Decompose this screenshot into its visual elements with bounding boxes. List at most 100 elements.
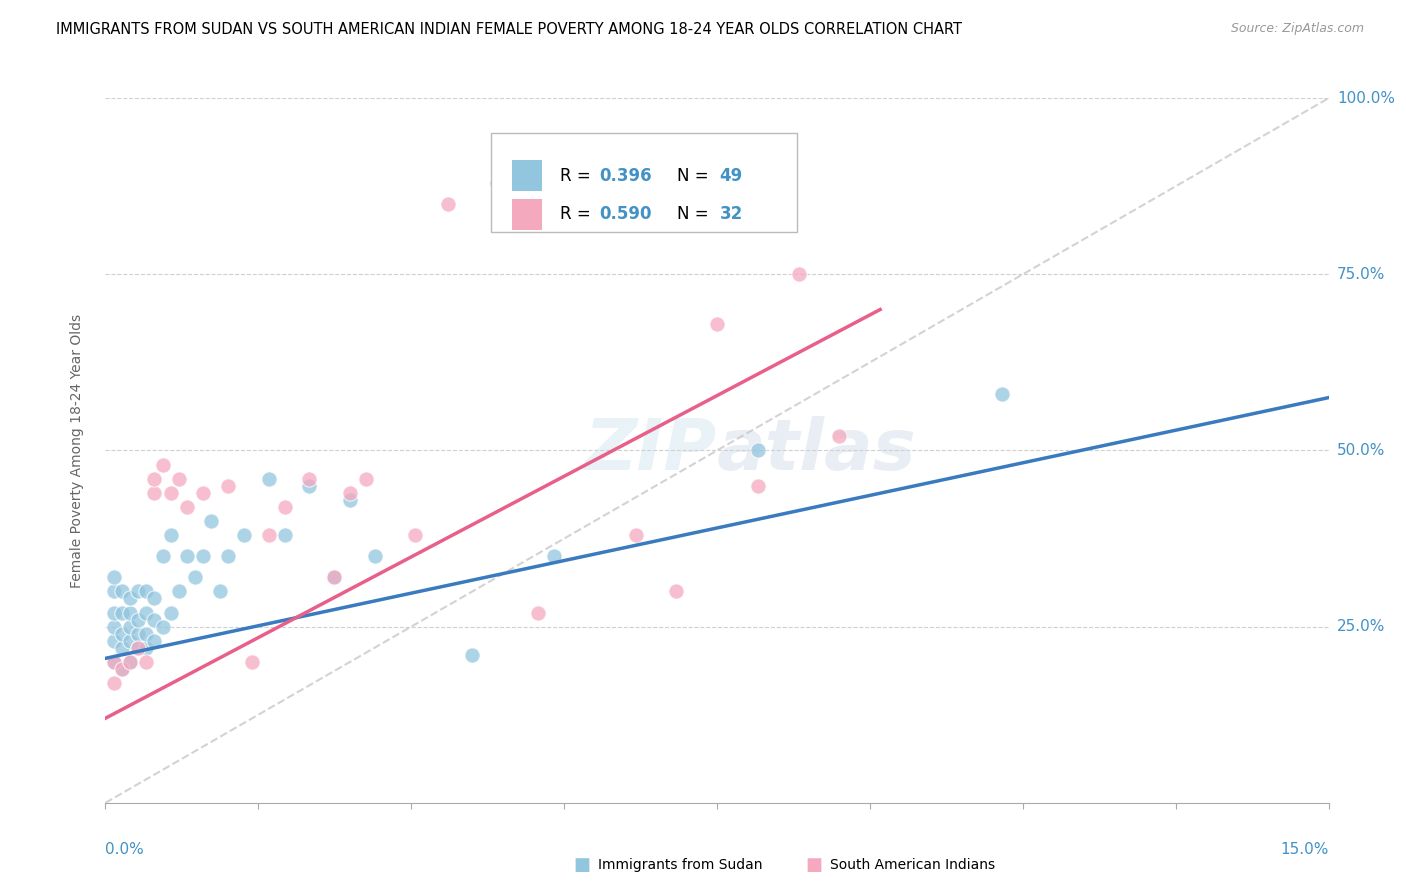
Point — [217, 549, 239, 564]
Point — [356, 472, 378, 486]
Point — [159, 528, 181, 542]
Point — [103, 619, 125, 633]
Point — [461, 648, 484, 662]
Point — [127, 613, 149, 627]
Text: IMMIGRANTS FROM SUDAN VS SOUTH AMERICAN INDIAN FEMALE POVERTY AMONG 18-24 YEAR O: IMMIGRANTS FROM SUDAN VS SOUTH AMERICAN … — [56, 22, 962, 37]
Point — [167, 472, 190, 486]
Point — [485, 176, 508, 190]
Bar — [512, 160, 543, 192]
Point — [103, 655, 125, 669]
Point — [176, 500, 198, 514]
Point — [111, 640, 134, 655]
Point — [339, 485, 361, 500]
Point — [257, 472, 280, 486]
Point — [437, 197, 460, 211]
Point — [118, 619, 141, 633]
Point — [135, 655, 157, 669]
Text: 49: 49 — [720, 167, 742, 185]
Point — [135, 640, 157, 655]
Point — [118, 591, 141, 606]
Point — [543, 549, 565, 564]
Point — [127, 626, 149, 640]
Point — [233, 528, 256, 542]
Text: South American Indians: South American Indians — [830, 858, 994, 872]
Point — [665, 584, 688, 599]
Text: 75.0%: 75.0% — [1337, 267, 1385, 282]
Point — [200, 514, 222, 528]
Text: atlas: atlas — [717, 416, 917, 485]
Point — [111, 662, 134, 676]
Point — [339, 492, 361, 507]
Y-axis label: Female Poverty Among 18-24 Year Olds: Female Poverty Among 18-24 Year Olds — [70, 313, 84, 588]
Point — [176, 549, 198, 564]
Point — [322, 570, 344, 584]
Point — [135, 626, 157, 640]
Point — [624, 528, 647, 542]
Point — [152, 619, 174, 633]
Text: 0.0%: 0.0% — [105, 842, 145, 856]
Text: 0.590: 0.590 — [599, 205, 652, 223]
Point — [208, 584, 231, 599]
Point — [143, 591, 166, 606]
Point — [274, 500, 297, 514]
Point — [991, 387, 1014, 401]
Point — [167, 584, 190, 599]
Point — [159, 485, 181, 500]
Point — [127, 640, 149, 655]
Point — [103, 570, 125, 584]
Point — [103, 606, 125, 620]
Point — [135, 606, 157, 620]
Point — [111, 606, 134, 620]
Text: Source: ZipAtlas.com: Source: ZipAtlas.com — [1230, 22, 1364, 36]
Point — [583, 190, 606, 204]
Point — [274, 528, 297, 542]
Point — [127, 584, 149, 599]
Point — [363, 549, 385, 564]
Text: ■: ■ — [806, 856, 823, 874]
Point — [143, 485, 166, 500]
Point — [159, 606, 181, 620]
Point — [103, 584, 125, 599]
Point — [298, 472, 321, 486]
Text: R =: R = — [561, 167, 596, 185]
Text: Immigrants from Sudan: Immigrants from Sudan — [598, 858, 762, 872]
Point — [217, 478, 239, 492]
Point — [143, 613, 166, 627]
Text: 15.0%: 15.0% — [1281, 842, 1329, 856]
Point — [103, 633, 125, 648]
Point — [828, 429, 851, 443]
Text: R =: R = — [561, 205, 596, 223]
Text: 50.0%: 50.0% — [1337, 443, 1385, 458]
Point — [747, 478, 769, 492]
Point — [143, 633, 166, 648]
Text: N =: N = — [676, 167, 714, 185]
Point — [118, 606, 141, 620]
FancyBboxPatch shape — [491, 134, 797, 232]
Point — [103, 655, 125, 669]
Point — [257, 528, 280, 542]
Text: N =: N = — [676, 205, 714, 223]
Point — [298, 478, 321, 492]
Point — [747, 443, 769, 458]
Point — [111, 662, 134, 676]
Point — [404, 528, 426, 542]
Point — [103, 676, 125, 690]
Point — [135, 584, 157, 599]
Point — [152, 549, 174, 564]
Bar — [512, 199, 543, 230]
Point — [152, 458, 174, 472]
Text: 100.0%: 100.0% — [1337, 91, 1395, 105]
Point — [706, 317, 728, 331]
Point — [322, 570, 344, 584]
Point — [193, 485, 215, 500]
Point — [118, 633, 141, 648]
Text: 32: 32 — [720, 205, 742, 223]
Text: ZIP: ZIP — [585, 416, 717, 485]
Point — [118, 655, 141, 669]
Point — [118, 655, 141, 669]
Point — [127, 640, 149, 655]
Point — [787, 268, 810, 282]
Point — [193, 549, 215, 564]
Point — [143, 472, 166, 486]
Point — [526, 606, 548, 620]
